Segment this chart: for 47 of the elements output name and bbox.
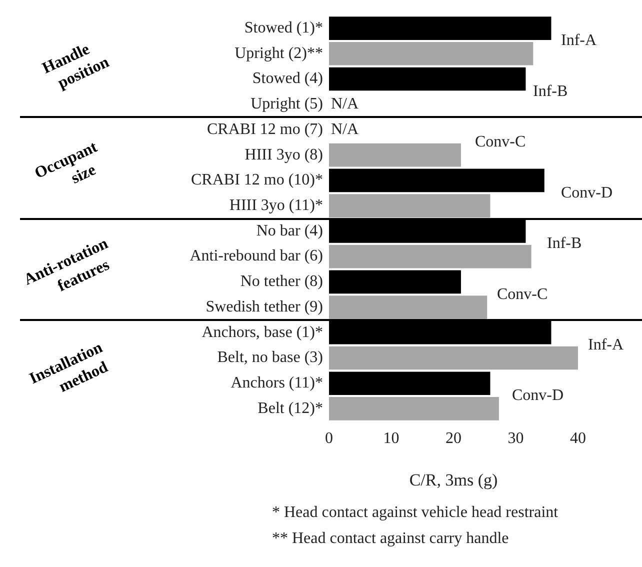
text: ** Head contact against carry handle xyxy=(272,529,510,549)
annotation: N/A xyxy=(331,120,359,138)
bar xyxy=(329,397,499,420)
y-tick-label: Stowed (4) xyxy=(252,70,323,88)
bar xyxy=(329,372,490,396)
annotation: Conv-C xyxy=(497,286,548,303)
annotation: Conv-C xyxy=(475,134,526,151)
y-tick-label: Anti-rebound bar (6) xyxy=(190,248,323,265)
bar xyxy=(329,270,461,294)
annotation: Inf-B xyxy=(533,82,568,100)
x-tick-label: 30 xyxy=(508,430,524,448)
y-tick-label: Anchors (11)* xyxy=(230,374,323,392)
text: * Head contact against vehicle head restraint xyxy=(272,503,558,523)
y-tick-label: No bar (4) xyxy=(256,222,323,240)
y-tick-label: CRABI 12 mo (7) xyxy=(207,120,323,138)
y-tick-label: Upright (2)** xyxy=(234,44,323,62)
y-tick-label: Swedish tether (9) xyxy=(206,298,323,316)
x-tick-label: 20 xyxy=(446,430,462,448)
x-axis-title: C/R, 3ms (g) xyxy=(409,470,498,490)
y-tick-label: Anchors, base (1)* xyxy=(202,324,323,341)
bar xyxy=(329,296,488,319)
annotation: Inf-A xyxy=(561,32,597,50)
annotation: Inf-B xyxy=(547,235,582,252)
y-tick-label: No tether (8) xyxy=(240,273,323,290)
x-tick-label: 40 xyxy=(570,430,586,448)
y-tick-label: Stowed (1)* xyxy=(244,19,323,36)
y-tick-label: Upright (5) xyxy=(250,96,323,113)
annotation: N/A xyxy=(331,96,359,113)
bar xyxy=(329,194,490,218)
y-tick-label: Belt, no base (3) xyxy=(217,349,323,366)
bar xyxy=(329,42,534,66)
bar xyxy=(329,346,578,370)
x-tick-label: 10 xyxy=(383,430,400,448)
y-tick-label: HIII 3yo (11)* xyxy=(229,197,323,214)
x-tick-label: 0 xyxy=(325,430,333,448)
bar xyxy=(329,244,532,268)
annotation: Conv-D xyxy=(561,184,613,202)
text: Inf-A xyxy=(588,336,624,354)
bar xyxy=(329,67,526,91)
bar xyxy=(329,16,552,40)
y-tick-label: Belt (12)* xyxy=(258,400,323,417)
annotation: Conv-D xyxy=(512,387,564,404)
bar xyxy=(329,220,526,243)
bar xyxy=(329,143,461,167)
bar xyxy=(329,168,544,192)
y-tick-label: HIII 3yo (8) xyxy=(244,146,323,164)
y-tick-label: CRABI 12 mo (10)* xyxy=(191,172,323,189)
